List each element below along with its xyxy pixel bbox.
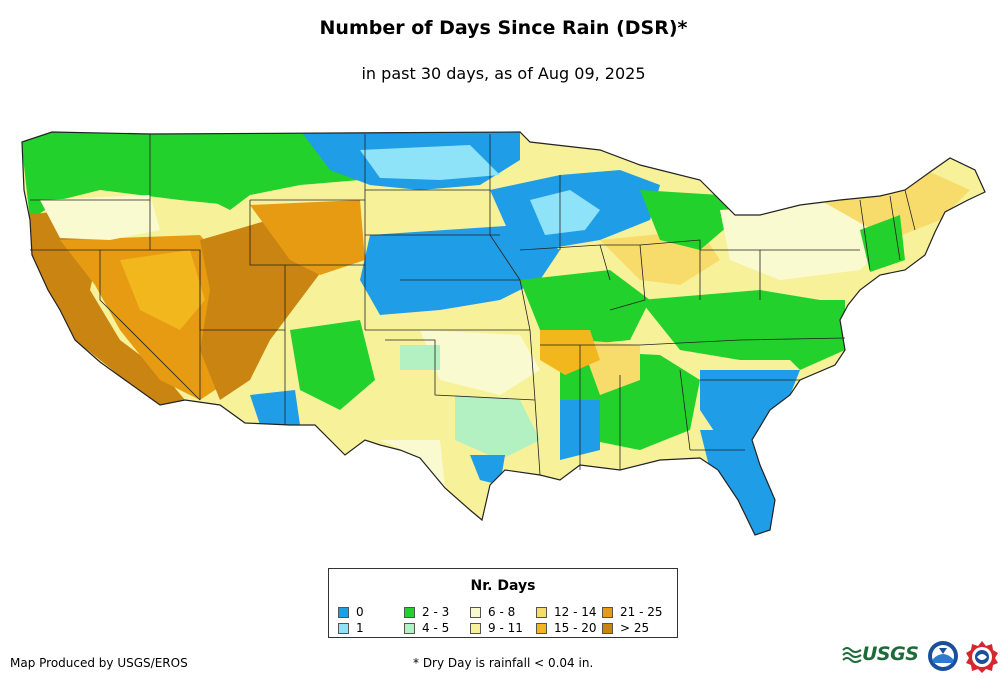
conus-map: [21, 131, 986, 536]
legend-item: 1: [338, 620, 404, 636]
noaa-logo-icon: [928, 641, 958, 671]
legend-swatch: [470, 606, 481, 618]
legend-item: 9 - 11: [470, 620, 536, 636]
legend-label: 21 - 25: [620, 605, 663, 619]
legend-label: 4 - 5: [422, 621, 450, 635]
legend-item: 0: [338, 604, 404, 620]
dry-day-footnote: * Dry Day is rainfall < 0.04 in.: [413, 656, 594, 670]
legend-item: 2 - 3: [404, 604, 470, 620]
legend-item: 21 - 25: [602, 604, 668, 620]
legend-label: 9 - 11: [488, 621, 523, 635]
legend-item: 6 - 8: [470, 604, 536, 620]
legend-label: > 25: [620, 621, 650, 635]
legend-label: 15 - 20: [554, 621, 597, 635]
legend-label: 12 - 14: [554, 605, 597, 619]
legend-swatch: [404, 622, 415, 634]
usgs-wave-icon: [842, 647, 862, 663]
map-title: Number of Days Since Rain (DSR)*: [319, 17, 688, 39]
agency-logos: USGS: [842, 640, 1002, 674]
map-credit: Map Produced by USGS/EROS: [10, 656, 188, 670]
usgs-wordmark: USGS: [862, 643, 919, 665]
legend-label: 2 - 3: [422, 605, 450, 619]
legend-label: 0: [356, 605, 364, 619]
dsr-raster: [22, 132, 985, 535]
legend-item: 4 - 5: [404, 620, 470, 636]
legend-swatch: [536, 622, 547, 634]
legend-label: 6 - 8: [488, 605, 516, 619]
map-legend: Nr. Days 0 1 2 - 3 4 - 5 6 - 8 9 - 11 12…: [328, 568, 678, 638]
legend-swatch: [602, 622, 613, 634]
legend-label: 1: [356, 621, 364, 635]
legend-swatch: [338, 622, 349, 634]
legend-swatch: [536, 606, 547, 618]
usgs-logo: USGS: [842, 643, 919, 665]
legend-item: 12 - 14: [536, 604, 602, 620]
legend-item: > 25: [602, 620, 668, 636]
legend-swatch: [404, 606, 415, 618]
dsr-map: [21, 131, 986, 536]
legend-swatch: [338, 606, 349, 618]
legend-title: Nr. Days: [470, 578, 536, 594]
map-subtitle: in past 30 days, as of Aug 09, 2025: [361, 64, 646, 83]
state-boundaries: [21, 131, 986, 536]
legend-swatch: [470, 622, 481, 634]
legend-classes: 0 1 2 - 3 4 - 5 6 - 8 9 - 11 12 - 14 15 …: [338, 604, 668, 636]
legend-swatch: [602, 606, 613, 618]
nws-logo-icon: [966, 641, 998, 673]
legend-item: 15 - 20: [536, 620, 602, 636]
